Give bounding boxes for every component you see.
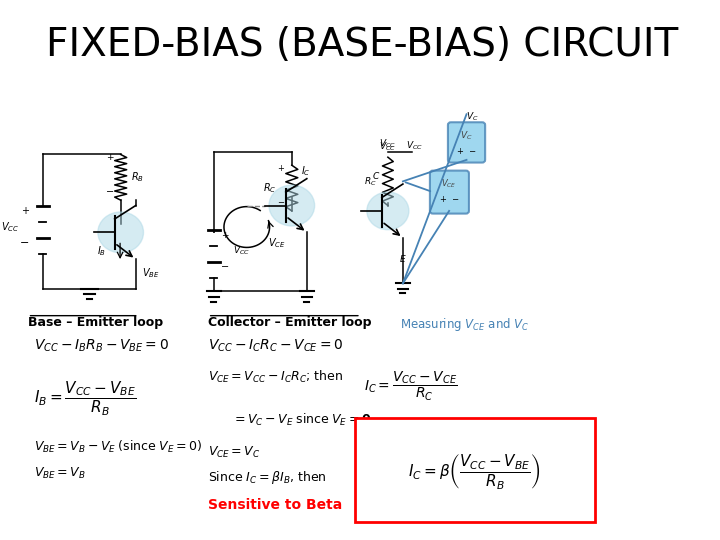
Text: $C$: $C$: [372, 170, 380, 181]
Text: $V_{CC}$: $V_{CC}$: [379, 138, 397, 150]
Text: $V_C$: $V_C$: [467, 111, 479, 123]
Text: FIXED-BIAS (BASE-BIAS) CIRCUIT: FIXED-BIAS (BASE-BIAS) CIRCUIT: [45, 25, 678, 64]
Text: $I_B = \dfrac{V_{CC} - V_{BE}}{R_B}$: $I_B = \dfrac{V_{CC} - V_{BE}}{R_B}$: [34, 380, 136, 418]
Text: $V_{CC}$: $V_{CC}$: [1, 220, 19, 233]
FancyBboxPatch shape: [448, 122, 485, 163]
Text: $V_{CE} = V_{CC} - I_C R_C$; then: $V_{CE} = V_{CC} - I_C R_C$; then: [208, 369, 343, 386]
Text: $R_C$: $R_C$: [364, 175, 377, 187]
Text: +: +: [221, 231, 228, 240]
Text: $V_{BE}$: $V_{BE}$: [142, 266, 159, 280]
Text: Measuring $V_{CE}$ and $V_C$: Measuring $V_{CE}$ and $V_C$: [400, 316, 529, 333]
Text: +: +: [106, 153, 114, 162]
Text: $E$: $E$: [399, 253, 407, 264]
Text: $V_{CC}$: $V_{CC}$: [379, 140, 397, 153]
Text: Collector – Emitter loop: Collector – Emitter loop: [208, 316, 372, 329]
Text: +  −: + −: [457, 147, 476, 156]
Text: −: −: [106, 187, 114, 197]
Circle shape: [98, 212, 143, 253]
Text: Since $I_C = \beta I_B$, then: Since $I_C = \beta I_B$, then: [208, 469, 326, 486]
Text: $V_{CC}$: $V_{CC}$: [406, 139, 423, 152]
Text: −: −: [277, 199, 284, 207]
Circle shape: [269, 185, 315, 226]
Text: $I_B$: $I_B$: [96, 244, 106, 258]
Text: Sensitive to Beta: Sensitive to Beta: [208, 498, 342, 512]
Text: $R_B$: $R_B$: [132, 171, 145, 184]
Text: $V_C$: $V_C$: [460, 130, 473, 142]
Text: $V_{CE}$: $V_{CE}$: [268, 236, 286, 250]
Text: Base – Emitter loop: Base – Emitter loop: [27, 316, 163, 329]
Text: $I_C$: $I_C$: [301, 164, 310, 178]
Text: +: +: [277, 164, 284, 173]
Text: $V_{BE} = V_B - V_E \; \mathrm{(since} \; V_E = 0\mathrm{)}$: $V_{BE} = V_B - V_E \; \mathrm{(since} \…: [34, 439, 202, 455]
Text: $R_C$: $R_C$: [264, 181, 276, 195]
Text: +  −: + −: [439, 194, 459, 204]
Text: −: −: [20, 238, 30, 248]
Circle shape: [367, 192, 409, 230]
Text: $V_{CC}$: $V_{CC}$: [233, 245, 250, 258]
Text: $V_{CC} - I_B R_B - V_{BE} = 0$: $V_{CC} - I_B R_B - V_{BE} = 0$: [34, 337, 168, 354]
Text: $V_{BE} = V_B$: $V_{BE} = V_B$: [34, 466, 86, 481]
Text: $I_C = \dfrac{V_{CC} - V_{CE}}{R_C}$: $I_C = \dfrac{V_{CC} - V_{CE}}{R_C}$: [364, 369, 457, 402]
Text: −: −: [220, 262, 229, 272]
FancyBboxPatch shape: [355, 418, 595, 523]
Text: $V_{CE} = V_C$: $V_{CE} = V_C$: [208, 444, 260, 460]
Text: $V_{CC} - I_C R_C - V_{CE} = 0$: $V_{CC} - I_C R_C - V_{CE} = 0$: [208, 337, 343, 354]
Text: $= V_C - V_E \; \mathrm{since} \; V_E = \mathbf{0}$: $= V_C - V_E \; \mathrm{since} \; V_E = …: [232, 413, 371, 428]
Text: +: +: [21, 206, 29, 215]
Text: $I_C = \beta \left( \dfrac{V_{CC} - V_{BE}}{R_B} \right)$: $I_C = \beta \left( \dfrac{V_{CC} - V_{B…: [408, 452, 541, 491]
Text: $V_{CE}$: $V_{CE}$: [441, 178, 457, 190]
FancyBboxPatch shape: [430, 171, 469, 214]
